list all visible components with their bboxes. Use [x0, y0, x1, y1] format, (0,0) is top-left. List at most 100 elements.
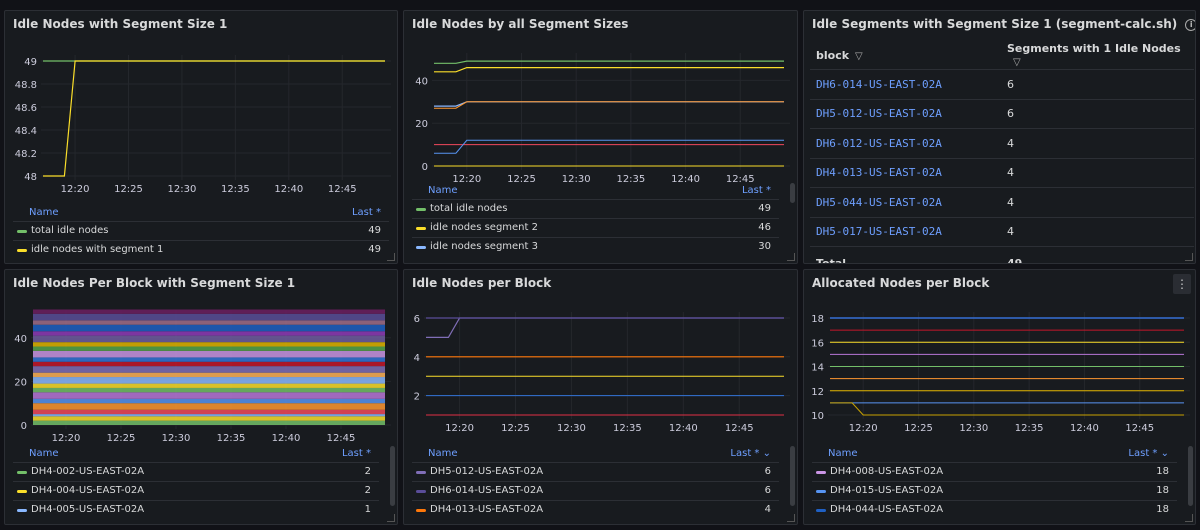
legend-item[interactable]: idle nodes segment 3 30 — [412, 237, 779, 256]
info-icon[interactable]: i — [1185, 19, 1195, 31]
series-color-swatch — [17, 490, 27, 493]
series-color-swatch — [17, 249, 27, 252]
x-tick-label: 12:25 — [904, 423, 933, 434]
legend-series-name: idle nodes segment 3 — [430, 241, 538, 252]
stacked-area-band — [33, 361, 385, 367]
legend-header: Name Last * — [412, 185, 779, 199]
panel-idle-segments-table[interactable]: Idle Segments with Segment Size 1 (segme… — [803, 10, 1196, 264]
legend-item[interactable]: DH4-008-US-EAST-02A 18 — [812, 462, 1177, 481]
legend-name-header[interactable]: Name — [428, 185, 458, 196]
resize-handle[interactable] — [387, 253, 395, 261]
legend-series-name: DH4-004-US-EAST-02A — [31, 485, 145, 496]
legend-item[interactable]: total idle nodes 49 — [13, 221, 389, 240]
chart-idle-nodes-by-segment-sizes[interactable]: 12:20 12:25 12:30 12:35 12:40 12:45 40 20 0 — [404, 11, 798, 191]
chart-idle-nodes-per-block-stacked[interactable]: 12:20 12:25 12:30 12:35 12:40 12:45 40 20 0 — [5, 270, 398, 450]
legend-header: Name Last * ⌄ — [812, 448, 1177, 462]
legend-item[interactable]: DH4-002-US-EAST-02A 2 — [13, 462, 379, 481]
table-row[interactable]: DH5-044-US-EAST-02A 4 — [810, 187, 1194, 218]
legend-item[interactable]: DH4-005-US-EAST-02A 1 — [13, 500, 379, 519]
y-tick-label: 48.2 — [15, 149, 37, 160]
resize-handle[interactable] — [787, 253, 795, 261]
chart-idle-nodes-segment-size-1[interactable]: 12:20 12:25 12:30 12:35 12:40 12:45 49 48.8 48.6… — [5, 11, 398, 211]
stacked-area-band — [33, 387, 385, 393]
legend-scrollbar[interactable] — [790, 183, 795, 203]
stacked-area-band — [33, 383, 385, 388]
legend-item[interactable]: idle nodes segment 2 46 — [412, 218, 779, 237]
resize-handle[interactable] — [1185, 253, 1193, 261]
block-link[interactable]: DH5-012-US-EAST-02A — [810, 99, 1001, 129]
series-color-swatch — [416, 246, 426, 249]
legend-name-header[interactable]: Name — [29, 448, 59, 459]
panel-menu-icon[interactable]: ⋮ — [1173, 274, 1191, 294]
x-tick-label: 12:45 — [725, 423, 754, 434]
legend-series-value: 2 — [364, 485, 371, 496]
x-tick-label: 12:20 — [52, 433, 81, 444]
legend-item[interactable]: DH5-012-US-EAST-02A 6 — [412, 462, 779, 481]
chart-legend: Name Last * ⌄ DH4-008-US-EAST-02A 18 DH4-015… — [812, 448, 1177, 519]
stacked-area-band — [33, 357, 385, 362]
panel-title: Idle Nodes per Block — [412, 276, 552, 290]
legend-item[interactable]: DH4-013-US-EAST-02A 4 — [412, 500, 779, 519]
legend-item[interactable]: DH4-004-US-EAST-02A 2 — [13, 481, 379, 500]
panel-idle-nodes-per-block-segment-size-1[interactable]: Idle Nodes Per Block with Segment Size 1… — [4, 269, 398, 525]
legend-last-header[interactable]: Last * — [741, 185, 771, 196]
panel-title: Idle Nodes Per Block with Segment Size 1 — [13, 276, 296, 290]
legend-item[interactable]: DH4-044-US-EAST-02A 18 — [812, 500, 1177, 519]
chart-allocated-nodes-per-block[interactable]: 12:20 12:25 12:30 12:35 12:40 12:45 18 16 14 12 10 — [804, 270, 1196, 450]
panel-idle-nodes-segment-size-1[interactable]: Idle Nodes with Segment Size 1 12:20 12:2… — [4, 10, 398, 264]
legend-item[interactable]: DH4-015-US-EAST-02A 18 — [812, 481, 1177, 500]
x-tick-label: 12:20 — [452, 174, 481, 185]
filter-icon[interactable]: ▽ — [855, 50, 863, 62]
panel-idle-nodes-per-block[interactable]: Idle Nodes per Block 12:20 12:25 12:30 12:3… — [403, 269, 798, 525]
table-row[interactable]: DH4-013-US-EAST-02A 4 — [810, 158, 1194, 188]
column-header-segments[interactable]: Segments with 1 Idle Nodes ▽ — [1001, 41, 1194, 70]
x-tick-label: 12:25 — [507, 174, 536, 185]
x-tick-label: 12:25 — [501, 423, 530, 434]
block-link[interactable]: DH5-044-US-EAST-02A — [810, 187, 1001, 218]
total-value: 49 — [1007, 256, 1023, 264]
legend-scrollbar[interactable] — [1188, 446, 1193, 506]
legend-item[interactable]: DH6-014-US-EAST-02A 6 — [412, 481, 779, 500]
legend-series-value: 4 — [764, 504, 771, 515]
block-link[interactable]: DH4-013-US-EAST-02A — [810, 158, 1001, 188]
legend-item[interactable]: idle nodes with segment 1 49 — [13, 240, 389, 259]
filter-icon[interactable]: ▽ — [1013, 57, 1021, 68]
legend-item[interactable]: total idle nodes 49 — [412, 199, 779, 218]
legend-scrollbar[interactable] — [790, 446, 795, 506]
legend-name-header[interactable]: Name — [428, 448, 458, 459]
legend-series-name: DH4-008-US-EAST-02A — [830, 466, 944, 477]
table-row[interactable]: DH5-017-US-EAST-02A 4 — [810, 217, 1194, 247]
x-tick-label: 12:20 — [445, 423, 474, 434]
chart-legend: Name Last * total idle nodes 49 idle nodes s… — [412, 185, 779, 256]
legend-header: Name Last * — [13, 448, 379, 462]
table-row[interactable]: DH5-012-US-EAST-02A 6 — [810, 99, 1194, 129]
legend-last-header[interactable]: Last * — [341, 448, 371, 459]
y-tick-label: 10 — [811, 411, 824, 422]
legend-last-header[interactable]: Last * ⌄ — [1128, 448, 1169, 459]
chart-idle-nodes-per-block[interactable]: 12:20 12:25 12:30 12:35 12:40 12:45 6 4 2 — [404, 270, 798, 450]
resize-handle[interactable] — [1185, 514, 1193, 522]
panel-allocated-nodes-per-block[interactable]: Allocated Nodes per Block ⋮ 12:20 12:25 12… — [803, 269, 1196, 525]
legend-scrollbar[interactable] — [390, 446, 395, 506]
legend-series-value: 30 — [758, 241, 771, 252]
table-row[interactable]: DH6-014-US-EAST-02A 6 — [810, 69, 1194, 100]
y-tick-label: 2 — [414, 392, 420, 403]
table-row[interactable]: DH6-012-US-EAST-02A 4 — [810, 128, 1194, 159]
block-link[interactable]: DH6-012-US-EAST-02A — [810, 128, 1001, 159]
legend-last-header[interactable]: Last * ⌄ — [730, 448, 771, 459]
resize-handle[interactable] — [387, 514, 395, 522]
legend-series-name: idle nodes segment 2 — [430, 222, 538, 233]
legend-name-header[interactable]: Name — [828, 448, 858, 459]
legend-last-header[interactable]: Last * — [351, 207, 381, 218]
panel-idle-nodes-by-segment-sizes[interactable]: Idle Nodes by all Segment Sizes 12:20 12:… — [403, 10, 798, 264]
resize-handle[interactable] — [787, 514, 795, 522]
y-tick-label: 18 — [811, 314, 824, 325]
legend-series-name: DH4-044-US-EAST-02A — [830, 504, 944, 515]
column-header-block[interactable]: block ▽ — [810, 41, 1001, 70]
block-link[interactable]: DH6-014-US-EAST-02A — [810, 69, 1001, 100]
block-link[interactable]: DH5-017-US-EAST-02A — [810, 217, 1001, 247]
legend-series-value: 2 — [364, 466, 371, 477]
legend-name-header[interactable]: Name — [29, 207, 59, 218]
stacked-area-band — [33, 377, 385, 384]
y-tick-label: 0 — [21, 421, 27, 432]
